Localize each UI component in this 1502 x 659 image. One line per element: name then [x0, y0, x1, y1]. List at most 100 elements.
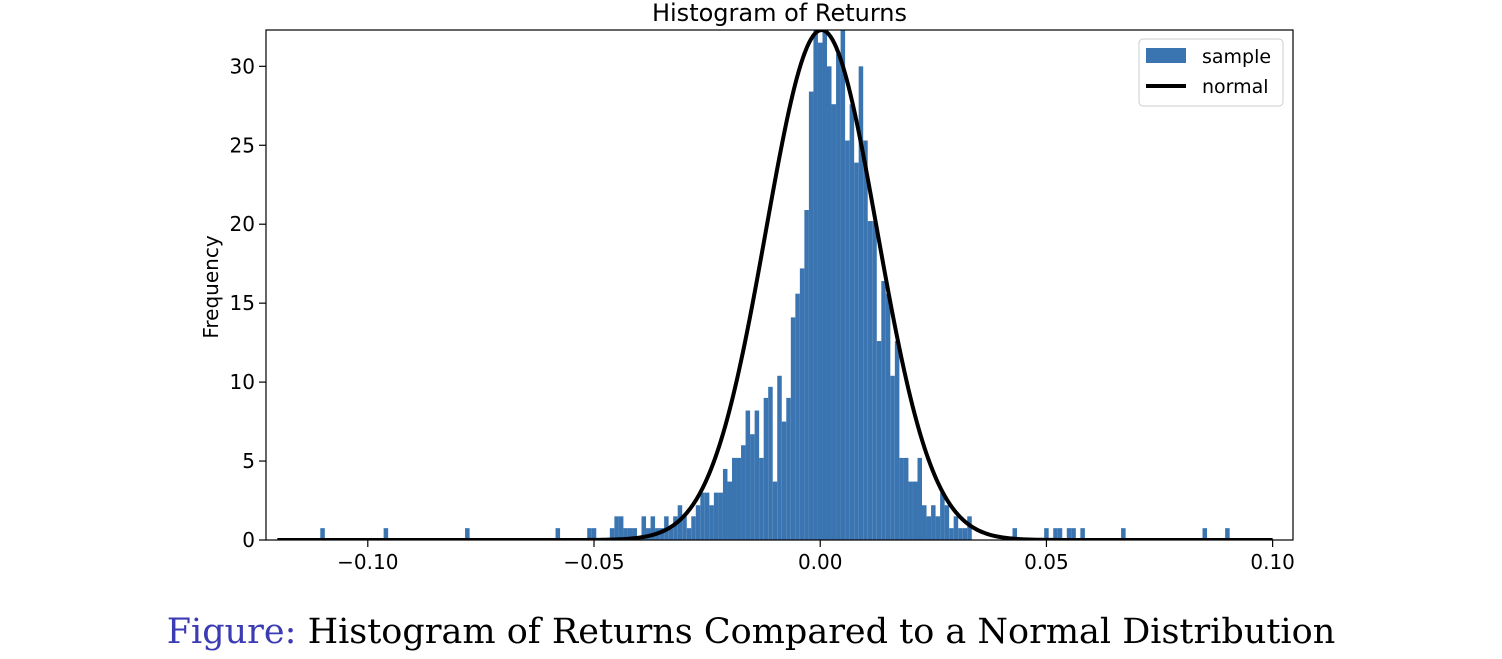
- y-tick-label: 5: [242, 449, 255, 473]
- histogram-bar: [899, 457, 904, 540]
- histogram-bar: [1053, 528, 1058, 540]
- histogram-bar: [691, 516, 696, 540]
- x-tick-label: 0.10: [1250, 550, 1295, 574]
- y-tick-label: 20: [230, 212, 255, 236]
- histogram-bar: [958, 528, 963, 540]
- histogram-bar: [1225, 528, 1230, 540]
- histogram-bar: [632, 528, 637, 540]
- histogram-bar: [881, 281, 886, 540]
- x-tick-label: 0.00: [798, 550, 843, 574]
- histogram-bar: [817, 42, 823, 540]
- histogram-bar: [741, 445, 746, 540]
- histogram-bar: [1071, 528, 1076, 540]
- histogram-bar: [781, 421, 787, 540]
- legend-sample-label: sample: [1202, 46, 1271, 68]
- histogram-bar: [718, 492, 723, 540]
- histogram-bar: [786, 397, 791, 540]
- histogram-bar: [763, 397, 769, 540]
- x-axis-ticks: −0.10 −0.05 0.00 0.05 0.10: [337, 540, 1295, 574]
- histogram-bar: [912, 481, 918, 540]
- normal-curve-group: [277, 30, 1273, 540]
- histogram-bar: [926, 516, 932, 540]
- histogram-bar: [1044, 528, 1049, 540]
- histogram-bar: [591, 528, 597, 540]
- histogram-bar: [894, 341, 900, 540]
- y-tick-label: 10: [230, 370, 255, 394]
- histogram-bar: [944, 505, 950, 540]
- histogram-bar: [750, 434, 755, 540]
- histogram-bar: [754, 410, 760, 540]
- legend-normal-label: normal: [1202, 76, 1269, 98]
- histogram-bar: [713, 492, 719, 540]
- legend-sample-swatch: [1146, 48, 1186, 63]
- histogram-bar: [709, 505, 714, 540]
- histogram-bar: [813, 30, 818, 540]
- normal-curve: [277, 30, 1273, 540]
- histogram-bar: [953, 516, 959, 540]
- histogram-bar: [931, 505, 936, 540]
- histogram-bar: [641, 516, 647, 540]
- plot-frame: [265, 29, 1294, 541]
- histogram-bar: [822, 30, 827, 540]
- histogram-bar: [614, 516, 619, 540]
- x-tick-label: −0.10: [337, 550, 398, 574]
- histogram-bar: [949, 528, 954, 540]
- histogram-bar: [876, 341, 882, 540]
- histogram-bar: [795, 293, 800, 540]
- histogram-bar: [890, 375, 895, 540]
- histogram-bar: [872, 221, 877, 540]
- histogram-bar: [700, 492, 705, 540]
- legend: sample normal: [1138, 38, 1284, 107]
- histogram-bar: [827, 66, 832, 540]
- histogram-bar: [1066, 528, 1072, 540]
- histogram-bar: [465, 528, 470, 540]
- histogram-bar: [935, 516, 941, 540]
- histogram-bar: [768, 386, 773, 540]
- histogram-bar: [1080, 528, 1085, 540]
- histogram-bar: [772, 481, 778, 540]
- histogram-bar: [836, 53, 841, 540]
- y-tick-label: 30: [230, 54, 255, 78]
- histogram-bar: [659, 528, 665, 540]
- histogram-bar: [903, 457, 909, 540]
- histogram-bar: [609, 528, 615, 540]
- histogram-bar: [555, 528, 561, 540]
- x-tick-label: −0.05: [563, 550, 624, 574]
- histogram-bar: [704, 492, 710, 540]
- y-tick-label: 15: [230, 291, 255, 315]
- figure-caption: Figure: Histogram of Returns Compared to…: [0, 612, 1502, 652]
- histogram-bar: [849, 104, 855, 540]
- histogram-bar: [885, 293, 891, 540]
- histogram-bar: [627, 528, 633, 540]
- histogram-bar: [759, 457, 764, 540]
- y-tick-label: 0: [242, 528, 255, 552]
- y-axis-label: Frequency: [199, 235, 223, 338]
- histogram-bar: [1012, 528, 1018, 540]
- histogram-bar: [840, 30, 846, 540]
- histogram-bar: [320, 528, 325, 540]
- caption-text: Histogram of Returns Compared to a Norma…: [307, 612, 1336, 652]
- y-axis-ticks: 0 5 10 15 20 25 30: [230, 54, 266, 552]
- histogram-bar: [695, 505, 701, 540]
- histogram-bar: [618, 516, 624, 540]
- histogram-bar: [383, 528, 389, 540]
- histogram-bar: [736, 457, 742, 540]
- histogram-bar: [732, 457, 737, 540]
- histogram-bar: [863, 140, 868, 540]
- histogram-bar: [682, 516, 687, 540]
- histogram-bar: [745, 410, 751, 540]
- histogram-bar: [1202, 528, 1208, 540]
- histogram-chart: Histogram of Returns Frequency −0.10 −0.0…: [199, 0, 1295, 574]
- histogram-bar: [808, 91, 814, 540]
- histogram-bar: [668, 528, 674, 540]
- histogram-bar: [587, 528, 592, 540]
- histogram-bar: [908, 481, 913, 540]
- histogram-bar: [967, 516, 972, 540]
- histogram-bar: [804, 210, 809, 540]
- y-tick-label: 25: [230, 133, 255, 157]
- histogram-bar: [790, 317, 796, 540]
- histogram-bar: [1057, 528, 1063, 540]
- histogram-bar: [858, 66, 864, 540]
- x-tick-label: 0.05: [1024, 550, 1069, 574]
- histogram-bar: [917, 457, 923, 540]
